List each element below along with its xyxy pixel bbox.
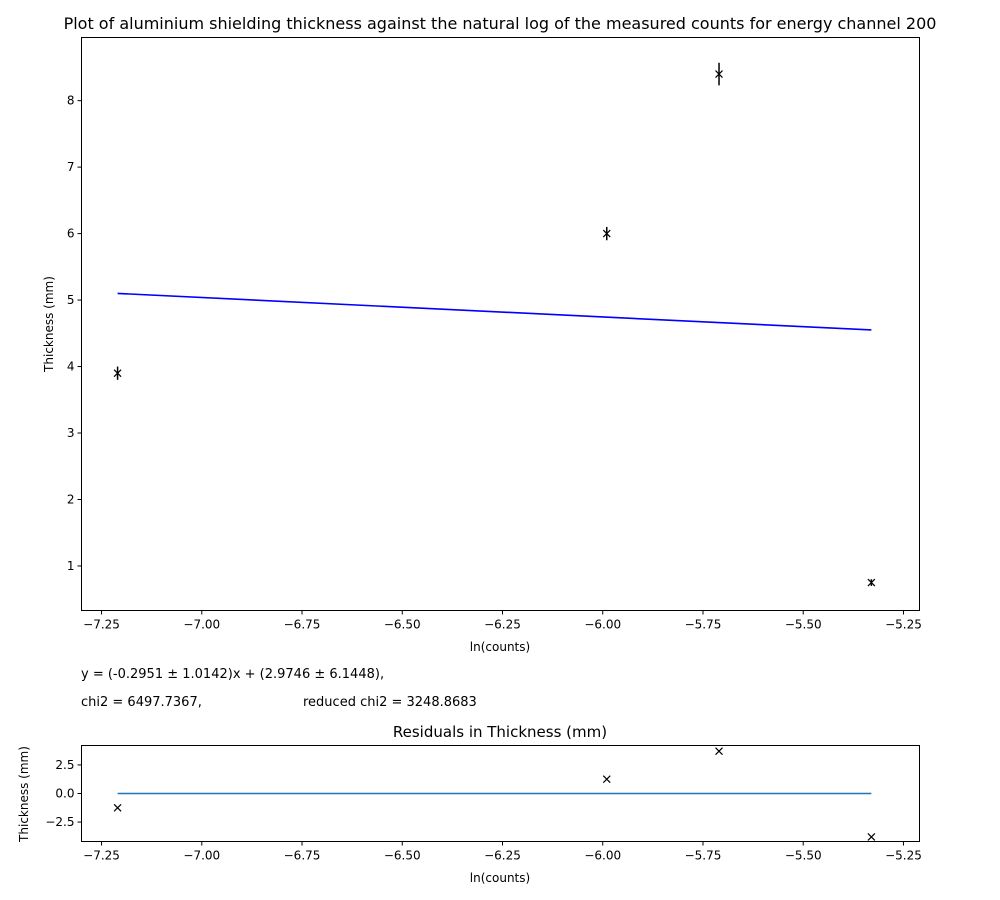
residuals-x-tick-label: −5.50	[785, 849, 822, 863]
residuals-x-tick-label: −5.75	[685, 849, 722, 863]
residuals-x-tick-label: −6.00	[584, 849, 621, 863]
main-chart-title: Plot of aluminium shielding thickness ag…	[64, 14, 937, 33]
residuals-data-point	[113, 803, 122, 812]
main-data-point	[715, 70, 723, 78]
fit-equation-text: y = (-0.2951 ± 1.0142)x + (2.9746 ± 6.14…	[81, 667, 384, 682]
main-y-tick-label: 1	[67, 559, 75, 573]
residuals-data-point	[867, 833, 876, 841]
residuals-x-tick-label: −7.25	[83, 849, 120, 863]
main-plot-frame	[81, 37, 920, 611]
residuals-x-tick-label: −7.00	[183, 849, 220, 863]
main-x-axis-label: ln(counts)	[470, 640, 530, 654]
main-x-tick-label: −7.00	[183, 618, 220, 632]
residuals-y-axis-label: Thickness (mm)	[17, 746, 31, 843]
main-plot: −7.25 −7.00 −6.75 −6.50 −6.25 −6.00 −5.75 −5.50…	[67, 37, 922, 632]
residuals-x-tick-label: −6.75	[284, 849, 321, 863]
main-y-tick-label: 4	[67, 360, 75, 374]
main-x-tick-label: −6.50	[384, 618, 421, 632]
main-y-tick-label: 5	[67, 293, 75, 307]
residuals-plot: −7.25 −7.00 −6.75 −6.50 −6.25 −6.00 −5.75 −5.50…	[45, 745, 922, 863]
main-y-tick-label: 7	[67, 160, 75, 174]
main-y-axis-label: Thickness (mm)	[42, 276, 56, 373]
main-x-tick-label: −6.25	[484, 618, 521, 632]
main-y-tick-label: 2	[67, 492, 75, 506]
residuals-chart-title: Residuals in Thickness (mm)	[393, 723, 607, 741]
reduced-chi2-text: reduced chi2 = 3248.8683	[303, 695, 477, 710]
main-y-tick-label: 6	[67, 227, 75, 241]
main-marks	[113, 62, 876, 587]
residuals-plot-frame	[81, 745, 920, 842]
main-ticks: −7.25 −7.00 −6.75 −6.50 −6.25 −6.00 −5.75 −5.50…	[67, 94, 922, 632]
residuals-ticks: −7.25 −7.00 −6.75 −6.50 −6.25 −6.00 −5.75 −5.50…	[45, 758, 921, 863]
residuals-x-tick-label: −5.25	[885, 849, 922, 863]
main-x-tick-label: −5.25	[885, 618, 922, 632]
main-x-tick-label: −6.75	[284, 618, 321, 632]
main-y-tick-label: 8	[67, 94, 75, 108]
main-x-tick-label: −7.25	[83, 618, 120, 632]
main-fit-line	[117, 292, 872, 331]
main-x-tick-label: −5.50	[785, 618, 822, 632]
residuals-data-point	[602, 775, 611, 784]
residuals-y-tick-label: −2.5	[45, 815, 74, 829]
main-data-point	[867, 578, 876, 587]
main-data-point	[602, 229, 611, 238]
main-x-tick-label: −5.75	[685, 618, 722, 632]
main-data-point	[113, 369, 122, 378]
residuals-x-tick-label: −6.50	[384, 849, 421, 863]
residuals-data-point	[715, 747, 723, 756]
main-x-tick-label: −6.00	[584, 618, 621, 632]
residuals-x-tick-label: −6.25	[484, 849, 521, 863]
chi2-text: chi2 = 6497.7367,	[81, 695, 202, 710]
residuals-marks	[113, 747, 876, 841]
residuals-y-tick-label: 2.5	[55, 758, 74, 772]
residuals-y-tick-label: 0.0	[55, 787, 74, 801]
residuals-x-axis-label: ln(counts)	[470, 871, 530, 885]
main-y-tick-label: 3	[67, 426, 75, 440]
